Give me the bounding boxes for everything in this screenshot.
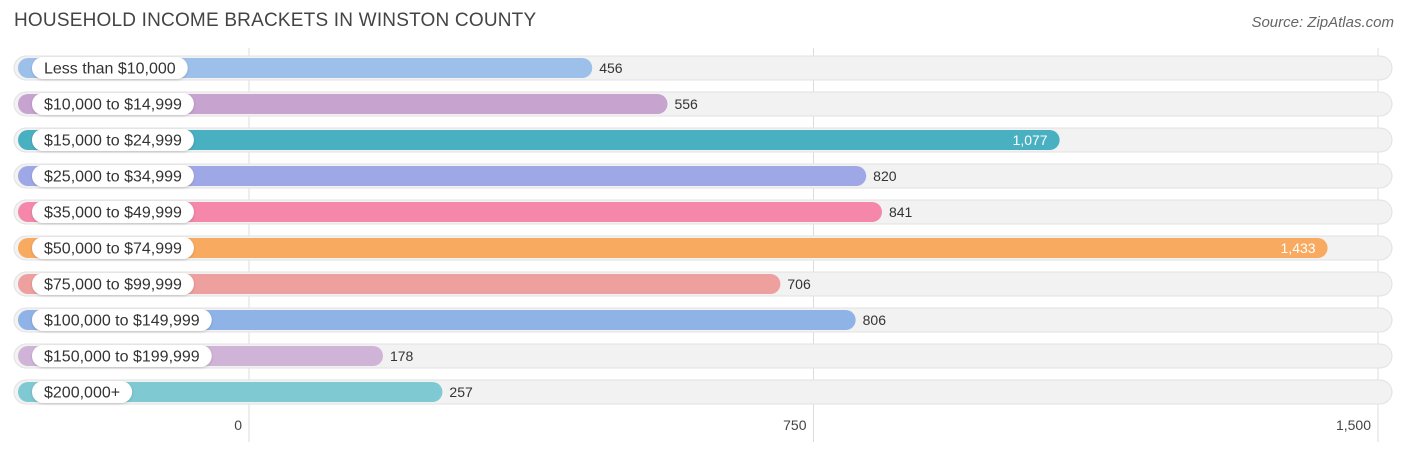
bar-row: Less than $10,000 456 [13, 55, 1393, 81]
rows-layer: Less than $10,000 456 $10,000 to $14,999 55… [13, 55, 1393, 405]
category-pill [32, 273, 194, 295]
category-label: $50,000 to $74,999 [44, 241, 182, 258]
category-label: $25,000 to $34,999 [44, 169, 182, 186]
category-label: $100,000 to $149,999 [44, 313, 200, 330]
bar [18, 202, 882, 222]
category-pill [32, 345, 212, 367]
bar-row: $75,000 to $99,999 706 [13, 271, 1393, 297]
bar-row: $10,000 to $14,999 556 [13, 91, 1393, 117]
chart-title: HOUSEHOLD INCOME BRACKETS IN WINSTON COU… [14, 10, 537, 31]
bar [18, 166, 867, 186]
category-pill [32, 381, 133, 403]
bar-row: $15,000 to $24,999 1,077 [13, 127, 1393, 153]
bar [18, 274, 781, 294]
tick-label: 750 [783, 417, 807, 433]
bar-row: $100,000 to $149,999 806 [13, 307, 1393, 333]
category-pill [32, 57, 188, 79]
value-label: 178 [390, 348, 414, 364]
bar-row: $35,000 to $49,999 841 [13, 199, 1393, 225]
category-pill [32, 93, 194, 115]
bar [18, 130, 1060, 150]
bar-row: $150,000 to $199,999 178 [13, 343, 1393, 369]
category-label: $10,000 to $14,999 [44, 97, 182, 114]
bar-row: $50,000 to $74,999 1,433 [13, 235, 1393, 261]
value-label: 456 [599, 60, 623, 76]
bar [18, 310, 856, 330]
category-pill [32, 129, 194, 151]
tick-label: 1,500 [1336, 417, 1371, 433]
category-label: Less than $10,000 [44, 61, 176, 78]
value-label: 257 [449, 384, 473, 400]
tick-label: 0 [234, 417, 242, 433]
category-label: $200,000+ [44, 385, 120, 402]
category-pill [32, 165, 194, 187]
value-label: 1,077 [1013, 132, 1048, 148]
value-label: 820 [873, 168, 897, 184]
category-pill [32, 201, 194, 223]
value-label: 556 [674, 96, 698, 112]
category-label: $35,000 to $49,999 [44, 205, 182, 222]
value-label: 841 [889, 204, 913, 220]
bar-row: $25,000 to $34,999 820 [13, 163, 1393, 189]
value-label: 706 [787, 276, 811, 292]
bar [18, 238, 1328, 258]
category-pill [32, 309, 212, 331]
x-axis: 0 750 1,500 [234, 417, 1371, 433]
category-pill [32, 237, 194, 259]
value-label: 806 [863, 312, 887, 328]
value-label: 1,433 [1281, 240, 1316, 256]
bar-row: $200,000+ 257 [13, 379, 1393, 405]
category-label: $15,000 to $24,999 [44, 133, 182, 150]
source-note: Source: ZipAtlas.com [1251, 14, 1394, 31]
category-label: $75,000 to $99,999 [44, 277, 182, 294]
category-label: $150,000 to $199,999 [44, 349, 200, 366]
